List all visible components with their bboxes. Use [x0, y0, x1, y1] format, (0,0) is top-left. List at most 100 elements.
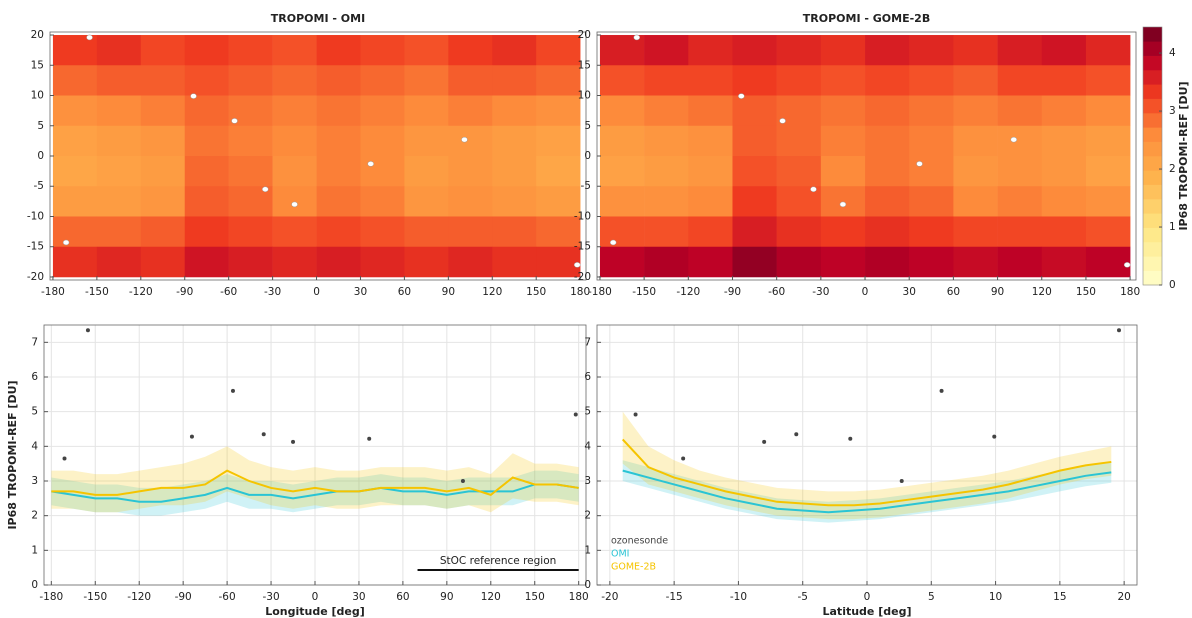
- colorbar-band: [1143, 256, 1162, 271]
- x-tick-label: 180: [1120, 286, 1140, 298]
- heatmap-cell: [909, 156, 954, 187]
- heatmap-cell: [1041, 125, 1087, 157]
- colorbar-tick-label: 0: [1169, 279, 1176, 291]
- heatmap-cell: [52, 186, 98, 217]
- heatmap-cell: [1085, 186, 1131, 217]
- heatmap-cell: [448, 156, 493, 187]
- heatmap-cell: [184, 125, 229, 157]
- heatmap-cell: [360, 246, 405, 278]
- heatmap-cell: [909, 186, 954, 217]
- station-marker: [461, 136, 468, 143]
- heatmap-cell: [953, 186, 998, 217]
- heatmap-cell: [492, 125, 537, 157]
- heatmap-cell: [820, 35, 866, 66]
- heatmap-cell: [448, 125, 493, 157]
- heatmap-cell: [688, 35, 733, 66]
- y-tick-label: 2: [31, 510, 38, 522]
- x-tick-label: 150: [526, 286, 546, 298]
- colorbar-band: [1143, 242, 1162, 257]
- y-tick-label: 0: [37, 150, 44, 162]
- colorbar-band: [1143, 156, 1162, 171]
- heatmap-cell: [865, 246, 910, 278]
- x-tick-label: -30: [812, 286, 829, 298]
- heatmap-cell: [448, 95, 493, 127]
- x-tick-label: 180: [570, 286, 590, 298]
- ozonesonde-point: [992, 434, 997, 439]
- heatmap-cell: [52, 246, 98, 278]
- heatmap-cell: [52, 156, 98, 187]
- heatmap-cell: [316, 186, 361, 217]
- y-tick-label: -15: [574, 241, 591, 253]
- ozonesonde-point: [291, 439, 296, 444]
- ozonesonde-point: [633, 412, 638, 417]
- x-tick-label: 180: [569, 591, 589, 603]
- y-tick-label: 7: [584, 336, 591, 348]
- ozonesonde-point: [230, 388, 235, 393]
- ozonesonde-point: [762, 439, 767, 444]
- heatmap-cell: [599, 246, 645, 278]
- ozonesonde-point: [261, 432, 266, 437]
- x-tick-label: 5: [928, 591, 935, 603]
- x-tick-label: -15: [666, 591, 683, 603]
- heatmap-cell: [732, 95, 777, 127]
- x-tick-label: -10: [730, 591, 747, 603]
- x-tick-label: 120: [1032, 286, 1052, 298]
- heatmap-cell: [184, 216, 229, 248]
- station-marker: [86, 34, 93, 41]
- x-tick-label: 90: [440, 591, 453, 603]
- heatmap-cell: [732, 216, 777, 248]
- station-marker: [262, 186, 269, 193]
- series-line: [51, 483, 579, 503]
- heatmap-cell: [52, 95, 98, 127]
- x-tick-label: 60: [947, 286, 960, 298]
- heatmap-cell: [1041, 186, 1087, 217]
- y-tick-label: 6: [31, 371, 38, 383]
- station-marker: [633, 34, 641, 41]
- heatmap-cell: [228, 156, 273, 187]
- station-marker: [779, 118, 786, 124]
- x-tick-label: -30: [262, 591, 279, 603]
- heatmap-cell: [953, 246, 998, 278]
- heatmap-cell: [492, 186, 537, 217]
- heatmap-cell: [997, 216, 1043, 248]
- heatmap-cell: [272, 246, 317, 278]
- x-tick-label: 0: [313, 286, 320, 298]
- colorbar-tick-label: 3: [1169, 105, 1176, 117]
- x-tick-label: -150: [83, 591, 107, 603]
- heatmap-cell: [492, 246, 537, 278]
- heatmap-cell: [448, 216, 493, 248]
- heatmap-cell: [536, 186, 581, 217]
- heatmap-cell: [52, 125, 98, 157]
- x-tick-label: 30: [903, 286, 916, 298]
- x-tick-label: 0: [312, 591, 319, 603]
- y-tick-label: 3: [31, 475, 38, 487]
- heatmap-cell: [997, 35, 1043, 66]
- heatmap-cell: [184, 246, 229, 278]
- heatmap-cell: [820, 246, 866, 278]
- heatmap-cell: [316, 216, 361, 248]
- ozonesonde-point: [899, 479, 904, 483]
- ozonesonde-point: [62, 456, 67, 461]
- station-marker: [1123, 262, 1131, 268]
- y-tick-label: 5: [37, 120, 44, 132]
- station-marker: [291, 201, 298, 208]
- colorbar-band: [1143, 227, 1162, 243]
- heatmap-cell: [448, 186, 493, 217]
- station-marker: [573, 262, 581, 268]
- heatmap-cell: [448, 246, 493, 278]
- y-tick-label: 5: [31, 406, 38, 418]
- x-tick-label: -180: [41, 286, 65, 298]
- heatmap-cell: [536, 156, 581, 187]
- y-tick-label: 1: [31, 544, 38, 556]
- heatmap-cell: [909, 125, 954, 157]
- heatmap-cell: [228, 216, 273, 248]
- heatmap-cell: [644, 156, 689, 187]
- y-tick-label: 10: [31, 90, 44, 102]
- legend-entry: ozonesonde: [611, 536, 668, 547]
- y-tick-label: 15: [578, 59, 591, 71]
- heatmap-cell: [599, 65, 645, 96]
- heatmap-cell: [272, 35, 317, 66]
- heatmap-cell: [96, 65, 142, 96]
- x-tick-label: -120: [676, 286, 700, 298]
- station-marker: [62, 239, 70, 246]
